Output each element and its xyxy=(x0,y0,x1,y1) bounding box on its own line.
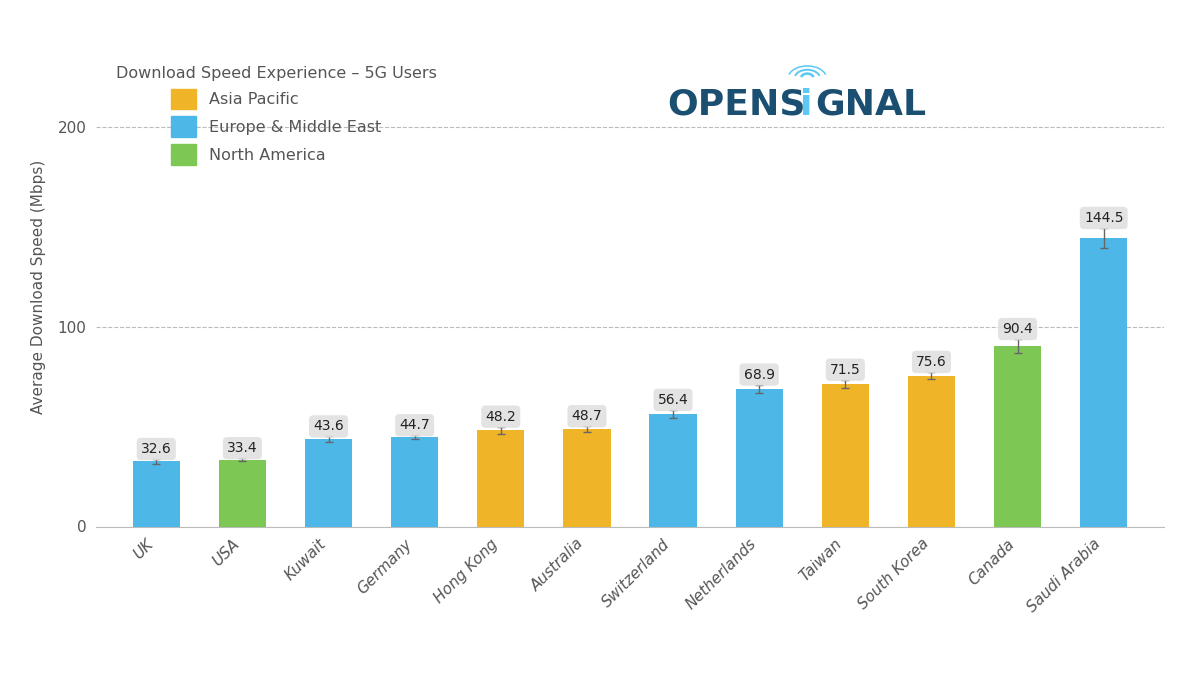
Text: 33.4: 33.4 xyxy=(227,441,258,455)
Text: 48.7: 48.7 xyxy=(571,409,602,423)
Text: 75.6: 75.6 xyxy=(916,355,947,369)
Bar xyxy=(649,414,697,526)
Bar xyxy=(391,437,438,526)
Text: 68.9: 68.9 xyxy=(744,367,775,381)
Text: i: i xyxy=(800,88,812,122)
Bar xyxy=(133,462,180,526)
Text: 90.4: 90.4 xyxy=(1002,322,1033,336)
Legend: Asia Pacific, Europe & Middle East, North America: Asia Pacific, Europe & Middle East, Nort… xyxy=(109,60,443,171)
Bar xyxy=(478,430,524,526)
Bar xyxy=(218,460,266,526)
Text: 144.5: 144.5 xyxy=(1084,211,1123,225)
Text: 71.5: 71.5 xyxy=(830,362,860,377)
Bar xyxy=(563,429,611,526)
Bar xyxy=(994,346,1042,526)
Text: GNAL: GNAL xyxy=(815,88,925,122)
Text: 32.6: 32.6 xyxy=(140,442,172,456)
Bar xyxy=(1080,238,1127,526)
Bar xyxy=(822,383,869,526)
Text: 43.6: 43.6 xyxy=(313,419,344,433)
Bar xyxy=(305,439,353,526)
Y-axis label: Average Download Speed (Mbps): Average Download Speed (Mbps) xyxy=(31,160,47,414)
Text: 56.4: 56.4 xyxy=(658,393,689,407)
Text: 48.2: 48.2 xyxy=(486,410,516,424)
Text: OPENS: OPENS xyxy=(667,88,806,122)
Bar xyxy=(736,389,782,526)
Bar xyxy=(907,375,955,526)
Text: 44.7: 44.7 xyxy=(400,418,430,432)
